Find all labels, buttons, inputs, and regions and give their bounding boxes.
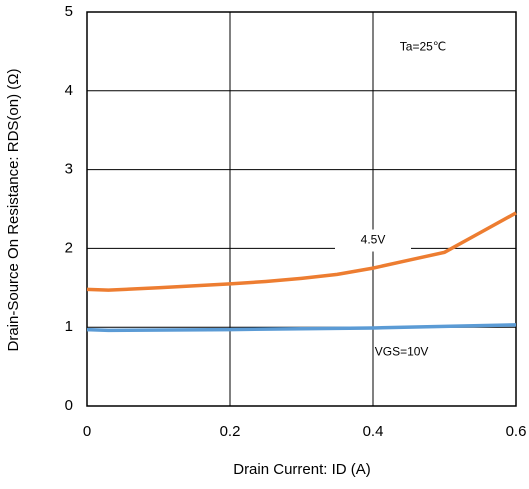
annotation: Ta=25℃	[400, 40, 447, 54]
x-tick-label: 0.6	[506, 423, 527, 440]
y-tick-label: 5	[65, 3, 73, 20]
y-tick-label: 1	[65, 318, 73, 335]
x-axis-label: Drain Current: ID (A)	[233, 461, 371, 478]
x-tick-label: 0	[83, 423, 91, 440]
y-tick-label: 4	[65, 82, 73, 99]
plot-frame	[86, 11, 517, 407]
annotation: VGS=10V	[375, 345, 429, 359]
y-axis-label: Drain-Source On Resistance: RDS(on) (Ω)	[5, 69, 22, 352]
annotation-bg	[335, 229, 411, 252]
x-tick-label: 0.4	[363, 423, 384, 440]
y-tick-label: 0	[65, 397, 73, 414]
annotation: 4.5V	[361, 233, 386, 247]
series-line	[86, 323, 517, 333]
y-tick-label: 3	[65, 161, 73, 178]
y-tick-label: 2	[65, 239, 73, 256]
x-tick-label: 0.2	[220, 423, 241, 440]
series-line	[86, 211, 517, 292]
